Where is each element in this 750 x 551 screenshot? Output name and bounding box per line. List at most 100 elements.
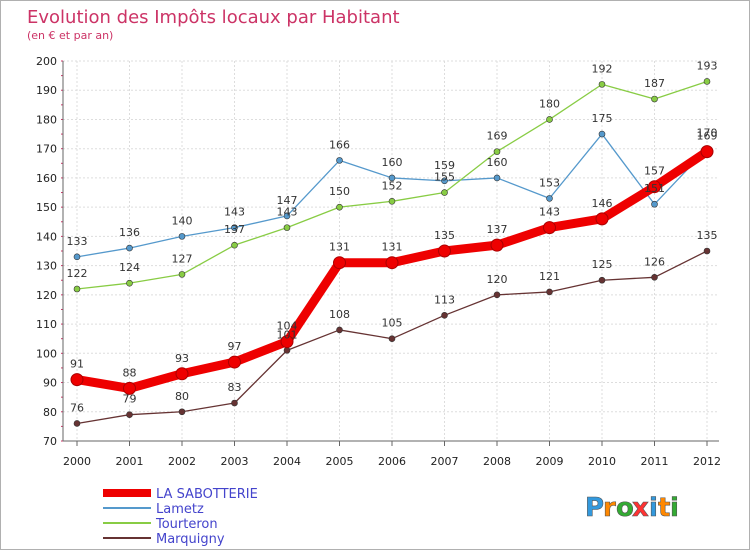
data-label: 157	[644, 165, 665, 178]
data-label: 147	[277, 194, 298, 207]
data-point	[231, 241, 238, 249]
data-point	[70, 373, 84, 387]
y-tick-label: 80	[43, 406, 57, 419]
data-point	[333, 256, 346, 270]
x-tick-label: 2006	[378, 455, 406, 468]
data-label: 193	[697, 59, 718, 72]
data-point	[336, 203, 343, 211]
data-label: 160	[487, 156, 508, 169]
data-point	[546, 116, 553, 123]
data-label: 140	[172, 214, 193, 227]
y-tick-label: 180	[36, 113, 57, 126]
data-label: 143	[224, 206, 245, 219]
data-point	[385, 256, 399, 270]
data-point	[651, 95, 658, 103]
x-tick-label: 2004	[273, 455, 301, 468]
data-point	[73, 253, 81, 261]
data-label: 151	[644, 182, 665, 195]
x-tick-label: 2007	[431, 455, 459, 468]
x-tick-label: 2008	[483, 455, 511, 468]
data-point	[546, 288, 553, 296]
data-label: 135	[434, 229, 455, 242]
data-label: 159	[434, 159, 455, 172]
y-tick-label: 120	[36, 289, 57, 302]
data-point	[438, 244, 451, 258]
data-label: 93	[175, 352, 189, 365]
logo-letter: r	[603, 493, 616, 523]
data-label: 127	[172, 252, 193, 265]
data-point	[703, 247, 711, 255]
data-label: 126	[644, 255, 665, 268]
legend-label: Marquigny	[156, 532, 225, 547]
data-point	[126, 279, 133, 287]
y-tick-label: 140	[36, 230, 57, 243]
legend-label: Tourteron	[155, 517, 218, 532]
data-label: 105	[382, 317, 403, 330]
logo-letter: o	[616, 493, 634, 523]
data-label: 152	[382, 179, 403, 192]
data-point	[175, 367, 189, 381]
data-point	[336, 157, 343, 164]
data-label: 76	[70, 401, 84, 414]
data-label: 125	[592, 258, 613, 271]
x-tick-label: 2003	[221, 455, 249, 468]
data-label: 97	[228, 340, 242, 353]
data-point	[73, 285, 81, 293]
data-point	[228, 355, 241, 369]
data-label: 160	[382, 156, 403, 169]
x-tick-label: 2001	[116, 455, 144, 468]
y-tick-label: 130	[36, 260, 57, 273]
data-label: 91	[70, 358, 84, 371]
data-label: 131	[329, 241, 350, 254]
data-label: 80	[175, 390, 189, 403]
data-label: 137	[224, 223, 245, 236]
data-point	[441, 189, 448, 196]
data-point	[388, 174, 396, 182]
data-label: 124	[119, 261, 140, 274]
data-label: 153	[539, 176, 560, 189]
data-point	[388, 198, 396, 205]
y-tick-label: 90	[43, 377, 57, 390]
y-tick-label: 160	[36, 172, 57, 185]
series-lines	[70, 78, 714, 427]
data-point	[598, 276, 606, 284]
data-point	[441, 312, 448, 319]
data-label: 180	[539, 97, 560, 110]
data-label: 137	[487, 223, 508, 236]
data-point	[700, 145, 714, 159]
data-point	[126, 411, 133, 418]
x-tick-label: 2012	[693, 455, 721, 468]
legend-label: LA SABOTTERIE	[156, 487, 258, 502]
logo-letter: x	[632, 493, 649, 523]
data-label: 83	[228, 381, 242, 394]
data-point	[651, 274, 658, 281]
data-label: 136	[119, 226, 140, 239]
data-label: 135	[697, 229, 718, 242]
logo-letter: i	[670, 493, 679, 523]
x-tick-label: 2000	[63, 455, 91, 468]
data-label: 150	[329, 185, 350, 198]
data-label: 121	[539, 270, 560, 283]
data-point	[493, 291, 501, 299]
axes: 7080901001101201301401501601701801902002…	[36, 55, 721, 468]
chart-subtitle: (en € et par an)	[27, 29, 113, 42]
data-point	[283, 347, 291, 354]
data-point	[280, 335, 294, 349]
data-point	[598, 81, 606, 88]
data-point	[595, 212, 609, 226]
data-point	[490, 238, 504, 252]
y-tick-label: 190	[36, 84, 57, 97]
x-tick-label: 2009	[536, 455, 564, 468]
data-point	[123, 381, 136, 395]
data-label: 108	[329, 308, 350, 321]
data-point	[546, 195, 553, 202]
data-point	[493, 174, 501, 182]
logo-letter: i	[649, 493, 658, 523]
y-tick-label: 170	[36, 143, 57, 156]
data-label: 133	[67, 235, 88, 248]
data-point	[283, 212, 291, 220]
y-tick-label: 110	[36, 318, 57, 331]
data-point	[126, 244, 133, 252]
data-label: 166	[329, 138, 350, 151]
